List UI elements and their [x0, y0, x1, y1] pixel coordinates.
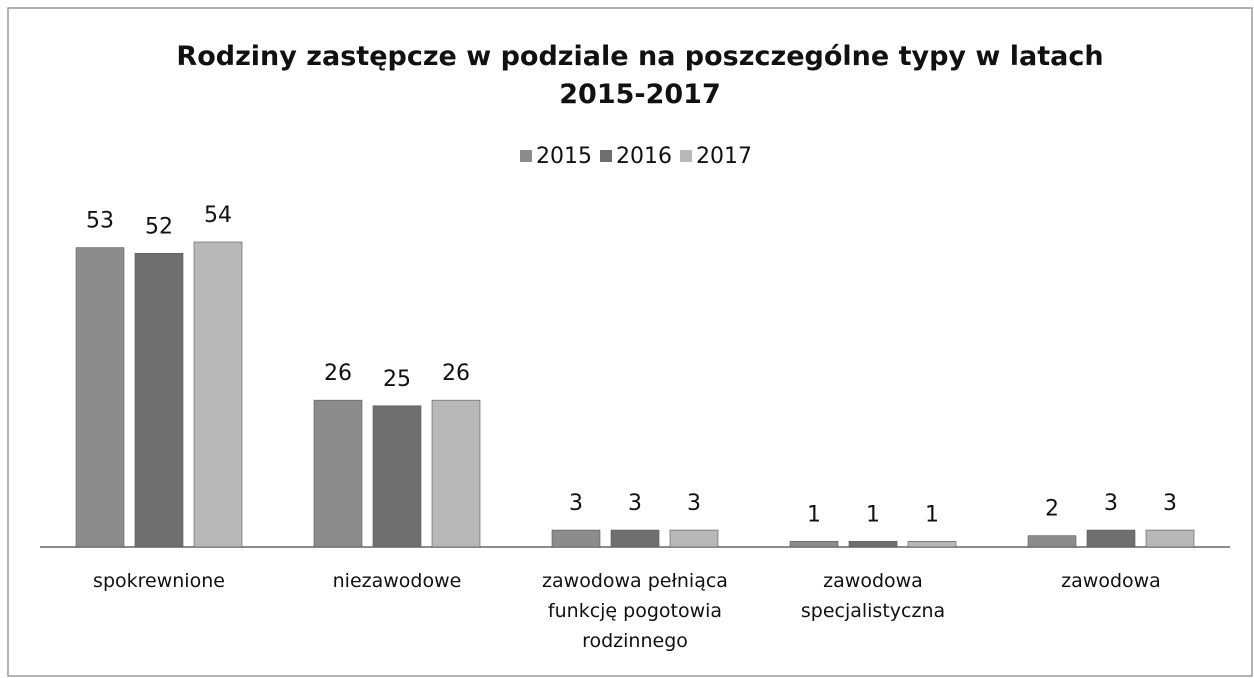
bar	[1145, 529, 1195, 548]
legend-label: 2015	[536, 144, 592, 169]
data-label: 1	[807, 502, 821, 527]
chart-frame	[7, 7, 1253, 677]
bar	[75, 247, 125, 548]
x-tick-label: niezawodowe	[332, 570, 462, 592]
bar	[372, 405, 422, 548]
bar	[313, 399, 363, 548]
x-tick-label: zawodowa	[1061, 570, 1161, 592]
data-label: 3	[628, 491, 642, 516]
data-label: 26	[324, 361, 352, 386]
data-label: 3	[1163, 491, 1177, 516]
x-tick-label: zawodowa pełniąca funkcję pogotowia rodz…	[542, 570, 728, 652]
bar	[669, 529, 719, 548]
data-label: 25	[383, 367, 411, 392]
data-label: 53	[86, 209, 114, 234]
bar	[1027, 535, 1077, 548]
data-label: 2	[1045, 497, 1059, 522]
data-label: 1	[866, 502, 880, 527]
chart-title: Rodziny zastępcze w podziale na poszczeg…	[176, 41, 1104, 110]
data-label: 52	[145, 214, 173, 239]
data-label: 54	[204, 203, 232, 228]
legend-label: 2016	[616, 144, 672, 169]
bar	[1086, 529, 1136, 548]
bar	[551, 529, 601, 548]
bar	[789, 541, 839, 548]
data-label: 3	[569, 491, 583, 516]
legend-swatch	[520, 150, 532, 162]
data-label: 1	[925, 502, 939, 527]
bar	[431, 399, 481, 548]
bar	[907, 541, 957, 548]
legend-swatch	[600, 150, 612, 162]
data-label: 3	[1104, 491, 1118, 516]
legend-label: 2017	[696, 144, 752, 169]
bar	[610, 529, 660, 548]
bar	[193, 241, 243, 548]
bar	[134, 252, 184, 548]
bar	[848, 541, 898, 548]
data-label: 26	[442, 361, 470, 386]
x-tick-label: spokrewnione	[93, 570, 225, 592]
data-label: 3	[687, 491, 701, 516]
x-tick-label: zawodowa specjalistyczna	[800, 570, 946, 622]
legend-swatch	[680, 150, 692, 162]
